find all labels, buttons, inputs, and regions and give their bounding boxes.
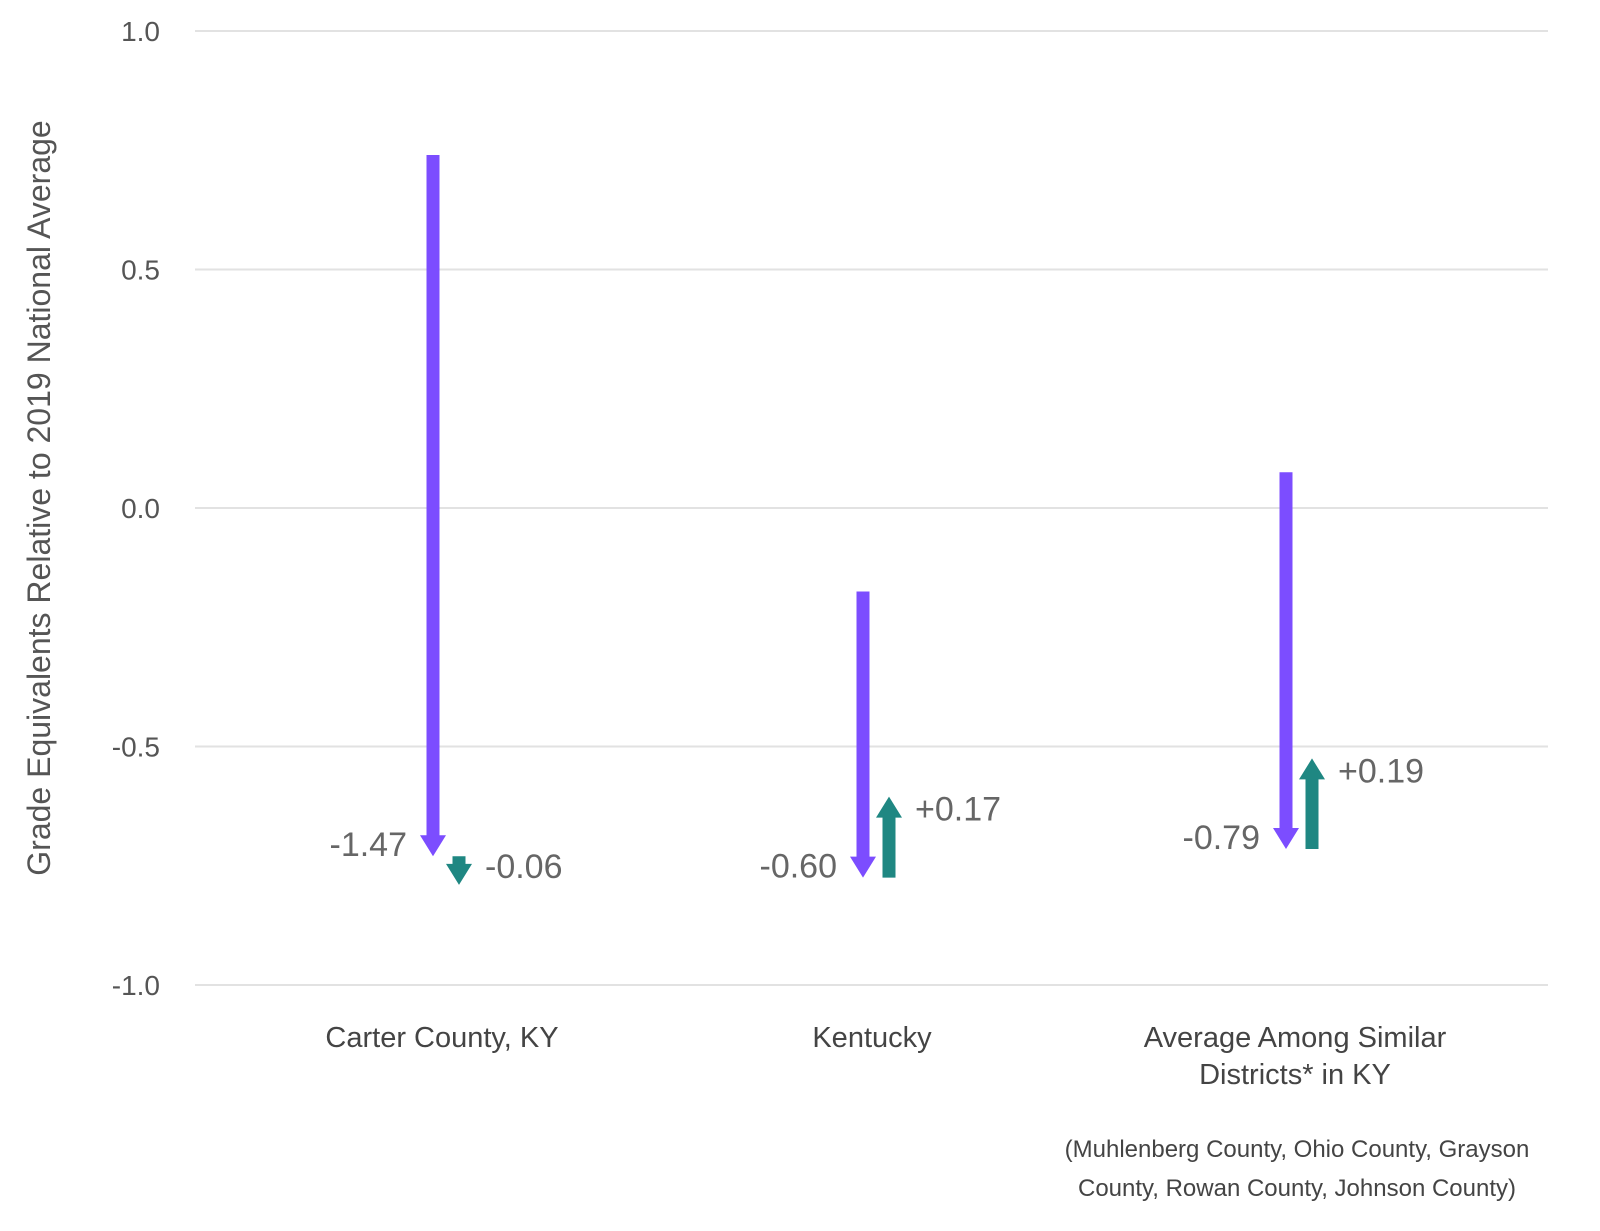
category-label: Kentucky (812, 1022, 932, 1054)
recovery-arrow (876, 796, 902, 878)
category-label: Districts* in KY (1199, 1059, 1391, 1091)
recovery-label: +0.19 (1338, 752, 1424, 790)
grid-layer (195, 30, 1548, 986)
decline-label: -0.60 (760, 848, 838, 886)
decline-arrow (850, 591, 876, 878)
category-label: Carter County, KY (325, 1022, 558, 1054)
footnote-line: (Muhlenberg County, Ohio County, Grayson (1065, 1136, 1530, 1163)
y-tick-label: -1.0 (112, 970, 160, 1001)
footnote: (Muhlenberg County, Ohio County, Grayson… (1065, 1136, 1530, 1202)
value-labels: -1.47 -0.06 -0.60 +0.17 -0.79 +0.19 (330, 752, 1425, 886)
decline-arrow (1273, 472, 1299, 850)
decline-arrow (420, 155, 446, 857)
recovery-arrow (1299, 758, 1325, 850)
decline-label: -1.47 (330, 826, 408, 864)
recovery-arrow (446, 856, 472, 885)
recovery-label: -0.06 (485, 848, 563, 886)
y-tick-label: 0.0 (121, 493, 160, 524)
y-axis-label: Grade Equivalents Relative to 2019 Natio… (21, 120, 57, 875)
category-labels: Carter County, KY Kentucky Average Among S… (325, 1022, 1446, 1091)
decline-label: -0.79 (1183, 819, 1261, 857)
recovery-label: +0.17 (915, 791, 1001, 829)
category-label: Average Among Similar (1144, 1022, 1447, 1054)
y-tick-label: -0.5 (112, 732, 160, 763)
y-tick-label: 1.0 (121, 16, 160, 47)
footnote-line: County, Rowan County, Johnson County) (1078, 1175, 1516, 1202)
y-axis-ticks: 1.0 0.5 0.0 -0.5 -1.0 (112, 16, 160, 1001)
arrow-layer (420, 155, 1325, 885)
y-tick-label: 0.5 (121, 255, 160, 286)
